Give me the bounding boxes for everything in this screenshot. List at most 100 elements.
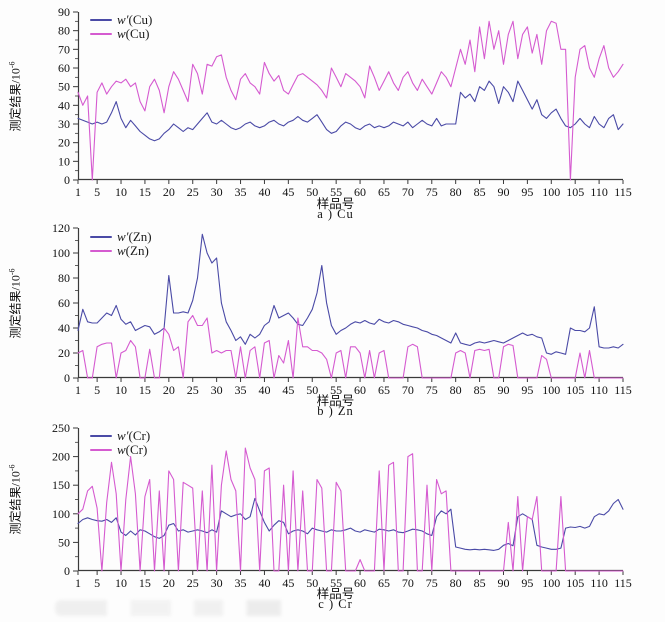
- svg-text:25: 25: [187, 383, 199, 397]
- svg-text:15: 15: [139, 576, 151, 590]
- svg-text:15: 15: [139, 383, 151, 397]
- svg-text:20: 20: [163, 576, 175, 590]
- svg-text:5: 5: [94, 383, 100, 397]
- svg-text:85: 85: [474, 383, 486, 397]
- legend-label-var: w: [117, 243, 126, 258]
- svg-text:115: 115: [614, 576, 632, 590]
- svg-text:80: 80: [450, 383, 462, 397]
- chart-caption-cr: c ) Cr: [318, 597, 353, 611]
- svg-text:50: 50: [306, 383, 318, 397]
- legend-cu: w′ (Cu) w (Cu): [90, 13, 152, 41]
- svg-text:1: 1: [75, 185, 81, 199]
- svg-text:80: 80: [450, 576, 462, 590]
- svg-text:150: 150: [52, 478, 70, 492]
- legend-label-var: w′: [117, 428, 129, 443]
- svg-text:85: 85: [474, 185, 486, 199]
- svg-text:40: 40: [58, 98, 70, 112]
- svg-text:55: 55: [330, 383, 342, 397]
- y-axis-exponent: -6: [7, 267, 17, 275]
- svg-text:40: 40: [58, 321, 70, 335]
- svg-text:95: 95: [521, 383, 533, 397]
- svg-text:5: 5: [94, 185, 100, 199]
- legend-label-rest: (Cu): [125, 26, 150, 41]
- svg-text:100: 100: [542, 383, 560, 397]
- legend-item: w′ (Cu): [90, 13, 152, 27]
- legend-label-var: w: [117, 26, 126, 41]
- plot-area-zn: w′ (Zn) w (Zn) 0 20 40 60 80 100 120 1 5 10 15 20 25 30…: [52, 221, 632, 397]
- svg-text:10: 10: [115, 576, 127, 590]
- legend-label-var: w′: [117, 12, 129, 27]
- svg-text:90: 90: [497, 576, 509, 590]
- svg-text:20: 20: [163, 383, 175, 397]
- svg-text:110: 110: [590, 383, 608, 397]
- y-axis-label-text: 测定结果/10: [8, 471, 23, 535]
- svg-text:95: 95: [521, 185, 533, 199]
- svg-text:50: 50: [306, 576, 318, 590]
- svg-text:75: 75: [426, 576, 438, 590]
- chart-caption-cu: a ) Cu: [317, 207, 354, 221]
- legend-swatch-measured: [90, 33, 112, 35]
- svg-text:35: 35: [235, 383, 247, 397]
- legend-swatch-corrected: [90, 435, 112, 437]
- legend-cr: w′ (Cr) w (Cr): [90, 429, 150, 457]
- svg-text:95: 95: [521, 576, 533, 590]
- plot-area-cr: w′ (Cr) w (Cr) 0 50 100 150 200 250 1 5 10 15 20 25 30…: [52, 421, 632, 590]
- scan-artifact: [55, 600, 345, 616]
- svg-text:55: 55: [330, 185, 342, 199]
- svg-text:70: 70: [402, 383, 414, 397]
- svg-text:100: 100: [542, 185, 560, 199]
- x-axis-label-cr: 样品号: [316, 587, 355, 601]
- svg-text:20: 20: [58, 136, 70, 150]
- plot-svg: 0 10 20 30 40 50 60 70 80 90 1 5 10 15 20 25 30 35 40 45 50 5…: [58, 5, 632, 199]
- svg-text:90: 90: [497, 383, 509, 397]
- svg-text:80: 80: [58, 24, 70, 38]
- svg-text:35: 35: [235, 185, 247, 199]
- svg-text:85: 85: [474, 576, 486, 590]
- svg-text:50: 50: [306, 185, 318, 199]
- svg-text:0: 0: [64, 173, 70, 187]
- svg-text:65: 65: [378, 576, 390, 590]
- svg-text:80: 80: [58, 271, 70, 285]
- svg-text:90: 90: [497, 185, 509, 199]
- svg-text:25: 25: [187, 576, 199, 590]
- legend-swatch-measured: [90, 449, 112, 451]
- legend-item: w′ (Cr): [90, 429, 150, 443]
- legend-zn: w′ (Zn) w (Zn): [90, 230, 152, 258]
- svg-text:10: 10: [115, 383, 127, 397]
- y-axis-label-text: 测定结果/10: [8, 274, 23, 339]
- svg-text:200: 200: [52, 450, 70, 464]
- svg-text:40: 40: [258, 576, 270, 590]
- svg-text:60: 60: [354, 383, 366, 397]
- y-axis-exponent: -6: [7, 60, 17, 68]
- svg-text:25: 25: [187, 185, 199, 199]
- y-axis-exponent: -6: [7, 464, 17, 472]
- svg-text:30: 30: [211, 185, 223, 199]
- svg-text:110: 110: [590, 185, 608, 199]
- svg-text:110: 110: [590, 576, 608, 590]
- svg-text:105: 105: [566, 576, 584, 590]
- svg-text:50: 50: [58, 80, 70, 94]
- plot-svg: 0 50 100 150 200 250 1 5 10 15 20 25 30 35 40 45 50 55 60 6…: [52, 421, 632, 590]
- legend-label-var: w′: [117, 229, 129, 244]
- svg-text:10: 10: [58, 154, 70, 168]
- svg-text:15: 15: [139, 185, 151, 199]
- svg-text:55: 55: [330, 576, 342, 590]
- svg-text:45: 45: [282, 185, 294, 199]
- legend-item: w′ (Zn): [90, 230, 152, 244]
- svg-text:90: 90: [58, 5, 70, 19]
- svg-text:60: 60: [354, 576, 366, 590]
- svg-text:115: 115: [614, 383, 632, 397]
- svg-text:65: 65: [378, 185, 390, 199]
- svg-text:10: 10: [115, 185, 127, 199]
- plot-svg: 0 20 40 60 80 100 120 1 5 10 15 20 25 30 35 40 45 50 55 60 6…: [52, 221, 632, 397]
- svg-text:20: 20: [58, 346, 70, 360]
- svg-text:30: 30: [211, 576, 223, 590]
- chart-caption-zn: b ) Zn: [317, 404, 354, 418]
- legend-label-rest: (Cr): [125, 442, 148, 457]
- x-axis-label-zn: 样品号: [316, 394, 355, 408]
- svg-text:100: 100: [52, 246, 70, 260]
- svg-text:105: 105: [566, 383, 584, 397]
- legend-swatch-measured: [90, 250, 112, 252]
- plot-area-cu: w′ (Cu) w (Cu) 0 10 20 30 40 50 60 70 80 90 1 5 10 15 20…: [58, 5, 632, 199]
